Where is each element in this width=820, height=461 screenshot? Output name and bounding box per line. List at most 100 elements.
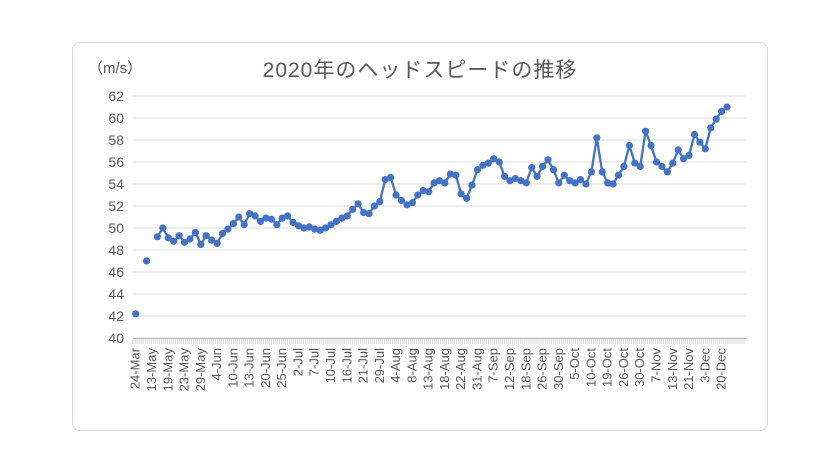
- data-point: [701, 145, 709, 153]
- x-tick-label: 10-Oct: [583, 348, 598, 387]
- x-tick-label: 13-Jun: [242, 348, 257, 388]
- x-tick-label: 13-Nov: [665, 348, 680, 390]
- data-point: [495, 158, 503, 166]
- data-point: [473, 166, 482, 174]
- data-point: [397, 196, 406, 205]
- data-point: [614, 171, 623, 179]
- x-tick-label: 7-Nov: [648, 348, 663, 383]
- y-tick-label: 62: [108, 88, 124, 104]
- x-tick-label: 18-Sep: [518, 348, 533, 390]
- x-tick-label: 23-May: [177, 348, 192, 392]
- data-point: [620, 162, 628, 170]
- data-point: [685, 151, 693, 159]
- data-point: [452, 171, 460, 179]
- y-tick-label: 44: [108, 286, 124, 302]
- data-point: [289, 218, 297, 227]
- data-point: [246, 210, 254, 218]
- data-point: [191, 228, 199, 236]
- data-point: [712, 115, 720, 123]
- data-point: [186, 235, 194, 243]
- x-tick-label: 7-Sep: [486, 348, 501, 383]
- data-point: [549, 166, 558, 174]
- data-point: [533, 172, 541, 180]
- data-point: [446, 170, 454, 178]
- data-point: [642, 127, 650, 135]
- data-point: [365, 210, 373, 218]
- data-point: [262, 214, 270, 222]
- data-point: [322, 224, 330, 232]
- data-point: [511, 174, 519, 183]
- data-point: [631, 159, 639, 167]
- data-point: [213, 239, 221, 247]
- x-tick-label: 25-Jun: [274, 348, 289, 388]
- data-point: [175, 232, 183, 240]
- data-point: [392, 191, 400, 199]
- data-point: [267, 215, 275, 223]
- data-point: [159, 224, 167, 232]
- data-point: [636, 162, 644, 170]
- data-point: [435, 177, 444, 185]
- x-tick-label: 12-Sep: [502, 348, 517, 390]
- data-point: [294, 222, 303, 230]
- x-tick-label: 31-Aug: [469, 348, 484, 390]
- x-tick-label: 4-Jun: [209, 348, 224, 381]
- data-point: [408, 199, 416, 207]
- data-point: [338, 214, 346, 222]
- y-tick-label: 54: [108, 176, 124, 192]
- data-point: [539, 162, 547, 170]
- x-tick-label: 10-Jul: [323, 348, 338, 384]
- data-point: [723, 103, 731, 111]
- x-tick-label: 29-May: [193, 348, 208, 392]
- data-point: [517, 177, 525, 185]
- y-tick-label: 48: [108, 242, 124, 258]
- data-point: [582, 180, 590, 188]
- data-point: [153, 233, 161, 241]
- data-point: [143, 257, 151, 265]
- data-point: [229, 220, 237, 228]
- data-point: [587, 168, 596, 176]
- data-point: [593, 134, 601, 142]
- x-tick-label: 21-Jul: [356, 348, 371, 384]
- data-point: [468, 181, 476, 189]
- data-point: [484, 159, 492, 167]
- y-tick-label: 60: [108, 110, 124, 126]
- x-tick-label: 19-Oct: [600, 348, 615, 387]
- data-point: [658, 162, 666, 170]
- data-point: [256, 217, 265, 225]
- x-tick-label: 18-Aug: [437, 348, 452, 390]
- data-point: [273, 221, 281, 229]
- x-tick-label: 29-Jul: [372, 348, 387, 384]
- data-point: [180, 238, 189, 246]
- data-point: [604, 179, 612, 187]
- x-tick-label: 30-Oct: [632, 348, 647, 387]
- data-point: [349, 205, 357, 213]
- data-point: [674, 146, 682, 154]
- data-point: [332, 217, 340, 225]
- data-point: [343, 212, 351, 220]
- data-point: [680, 155, 688, 163]
- x-tick-label: 19-May: [160, 348, 175, 392]
- data-point: [598, 168, 606, 176]
- data-point: [490, 155, 498, 163]
- x-tick-label: 26-Oct: [616, 348, 631, 387]
- series-markers: [132, 103, 731, 318]
- data-point: [132, 310, 140, 318]
- data-point: [522, 179, 530, 187]
- y-tick-label: 46: [108, 264, 124, 280]
- x-tick-label: 10-Jun: [225, 348, 240, 388]
- x-tick-label: 30-Sep: [551, 348, 566, 390]
- data-point: [316, 226, 324, 234]
- data-point: [240, 221, 248, 229]
- x-tick-label: 8-Aug: [404, 348, 419, 383]
- data-point: [218, 229, 227, 238]
- data-point: [284, 212, 292, 220]
- x-tick-label: 20-Jun: [258, 348, 273, 388]
- y-axis-unit-label: （m/s）: [88, 60, 143, 77]
- x-tick-label: 13-May: [144, 348, 159, 392]
- y-tick-label: 42: [108, 308, 124, 324]
- data-point: [376, 198, 384, 206]
- data-point: [430, 179, 438, 187]
- data-point: [387, 173, 395, 181]
